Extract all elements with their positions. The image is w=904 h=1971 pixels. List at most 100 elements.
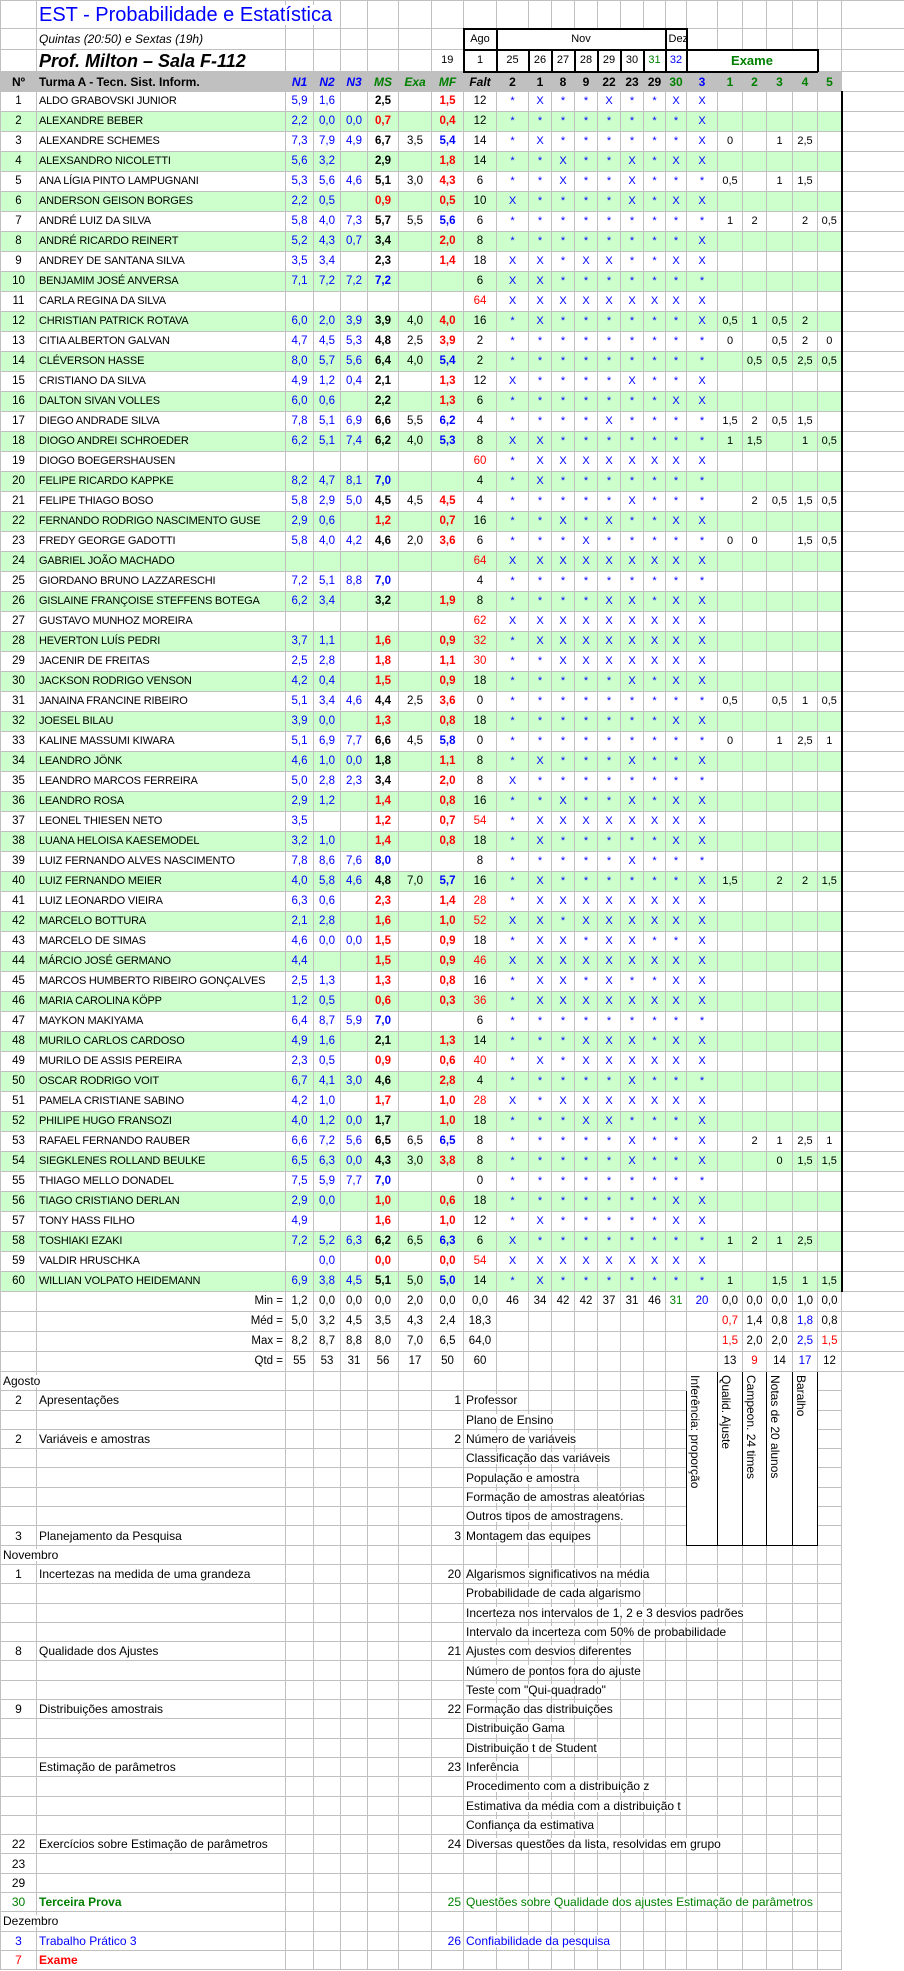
empty-cell bbox=[686, 1641, 718, 1662]
empty-cell bbox=[817, 0, 842, 29]
lesson-item-text: Outros tipos de amostragens. bbox=[466, 1509, 626, 1524]
attendance-mark: * bbox=[686, 571, 718, 592]
schedule-date bbox=[0, 1737, 37, 1758]
empty-cell bbox=[597, 1428, 621, 1450]
empty-cell bbox=[574, 1853, 598, 1874]
attendance-mark: * bbox=[574, 411, 598, 432]
exam-score bbox=[817, 571, 842, 592]
grade-n2 bbox=[313, 951, 341, 972]
attendance-mark: * bbox=[665, 491, 687, 512]
grade-n3 bbox=[340, 1211, 368, 1232]
grade-n2: 0,6 bbox=[313, 891, 341, 912]
stat-grade: 18,3 bbox=[463, 1311, 497, 1332]
grade-ms: 4,3 bbox=[367, 1151, 399, 1172]
attendance-mark: * bbox=[496, 1191, 529, 1212]
schedule-topic: Qualidade dos Ajustes bbox=[36, 1641, 286, 1662]
empty-cell bbox=[551, 1853, 575, 1874]
student-number: 45 bbox=[0, 971, 37, 992]
exam-score bbox=[766, 1191, 793, 1212]
empty-cell bbox=[496, 1853, 529, 1874]
grade-n3: 0,0 bbox=[340, 931, 368, 952]
grade-mf: 2,8 bbox=[431, 1071, 464, 1092]
attendance-mark: X bbox=[597, 411, 621, 432]
attendance-mark: * bbox=[574, 1231, 598, 1252]
empty-cell bbox=[574, 1872, 598, 1894]
exam-score: 2 bbox=[792, 871, 818, 892]
lesson-number bbox=[431, 1506, 464, 1527]
empty-cell bbox=[620, 1409, 644, 1430]
attendance-mark: X bbox=[686, 91, 718, 112]
empty-cell bbox=[665, 0, 687, 29]
empty-cell bbox=[665, 1467, 687, 1488]
exam-score bbox=[717, 831, 743, 852]
exam-score bbox=[717, 891, 743, 912]
stat-attendance bbox=[551, 1331, 575, 1352]
grade-ms: 4,6 bbox=[367, 1071, 399, 1092]
attendance-mark: * bbox=[496, 811, 529, 832]
attendance-mark: * bbox=[620, 571, 644, 592]
empty-cell bbox=[840, 431, 904, 452]
grade-exa bbox=[398, 291, 432, 312]
schedule-row: População e amostra bbox=[0, 1467, 904, 1488]
grade-exa bbox=[398, 111, 432, 132]
student-number: 2 bbox=[0, 111, 37, 132]
exam-score bbox=[766, 591, 793, 612]
grade-n3: 4,2 bbox=[340, 531, 368, 552]
grade-exa bbox=[398, 511, 432, 532]
empty-cell bbox=[398, 1409, 432, 1430]
lesson-number: 24 bbox=[431, 1834, 464, 1855]
absences: 12 bbox=[463, 91, 497, 112]
empty-cell bbox=[817, 1949, 842, 1971]
schedule-row: Incerteza nos intervalos de 1, 2 e 3 des… bbox=[0, 1602, 904, 1623]
lesson-item-text: Confiabilidade da pesquisa bbox=[466, 1933, 613, 1948]
empty-cell bbox=[665, 1370, 687, 1392]
grade-n2: 3,4 bbox=[313, 691, 341, 712]
session-number: 28 bbox=[573, 48, 599, 73]
empty-cell bbox=[398, 1370, 432, 1392]
exam-score: 1,5 bbox=[817, 1271, 842, 1292]
attendance-mark: X bbox=[528, 811, 552, 832]
stat-grade: 0,0 bbox=[367, 1291, 399, 1312]
student-name: FERNANDO RODRIGO NASCIMENTO GUSE bbox=[36, 511, 286, 532]
sessions-row: Prof. Milton – Sala F-112 19 1 25 26 27 28 29 30… bbox=[0, 48, 904, 73]
lesson-item-text: Montagem das equipes bbox=[466, 1528, 593, 1543]
empty-cell bbox=[285, 1563, 314, 1585]
empty-cell bbox=[840, 271, 904, 292]
student-row: 51 PAMELA CRISTIANE SABINO 4,2 1,0 1,7 1,0 28 X… bbox=[0, 1091, 904, 1112]
attendance-mark: X bbox=[597, 1251, 621, 1272]
exam-score: 1 bbox=[766, 171, 793, 192]
grade-n2: 4,0 bbox=[313, 211, 341, 232]
empty-cell bbox=[742, 1679, 767, 1701]
empty-cell bbox=[840, 1071, 904, 1092]
empty-cell bbox=[398, 1756, 432, 1778]
grade-exa: 4,0 bbox=[398, 431, 432, 452]
grade-ms: 1,6 bbox=[367, 631, 399, 652]
attendance-mark: * bbox=[643, 371, 666, 392]
grade-n2 bbox=[313, 611, 341, 632]
absences: 14 bbox=[463, 1271, 497, 1292]
student-name: ANA LÍGIA PINTO LAMPUGNANI bbox=[36, 171, 286, 192]
empty-cell bbox=[840, 331, 904, 352]
exam-score bbox=[817, 611, 842, 632]
grade-n2 bbox=[313, 291, 341, 312]
student-name: JACENIR DE FREITAS bbox=[36, 651, 286, 672]
attendance-mark: * bbox=[496, 591, 529, 612]
grade-mf: 0,9 bbox=[431, 671, 464, 692]
exam-score bbox=[792, 1211, 818, 1232]
lesson-item-text: Estimativa da média com a distribuição t bbox=[466, 1798, 683, 1813]
lesson-item-text: Formação das distribuições bbox=[466, 1702, 615, 1717]
attendance-mark: X bbox=[620, 1131, 644, 1152]
attendance-mark: * bbox=[665, 231, 687, 252]
empty-cell bbox=[840, 651, 904, 672]
grade-mf: 3,6 bbox=[431, 691, 464, 712]
attendance-mark: * bbox=[643, 531, 666, 552]
empty-cell bbox=[0, 1291, 37, 1312]
exam-score bbox=[792, 271, 818, 292]
attendance-mark: * bbox=[551, 471, 575, 492]
attendance-mark: * bbox=[551, 851, 575, 872]
empty-cell bbox=[665, 1448, 687, 1469]
empty-cell bbox=[367, 1448, 399, 1469]
empty-cell bbox=[717, 1930, 743, 1951]
month-section-text: Dezembro bbox=[3, 1914, 61, 1929]
attendance-mark: * bbox=[551, 391, 575, 412]
